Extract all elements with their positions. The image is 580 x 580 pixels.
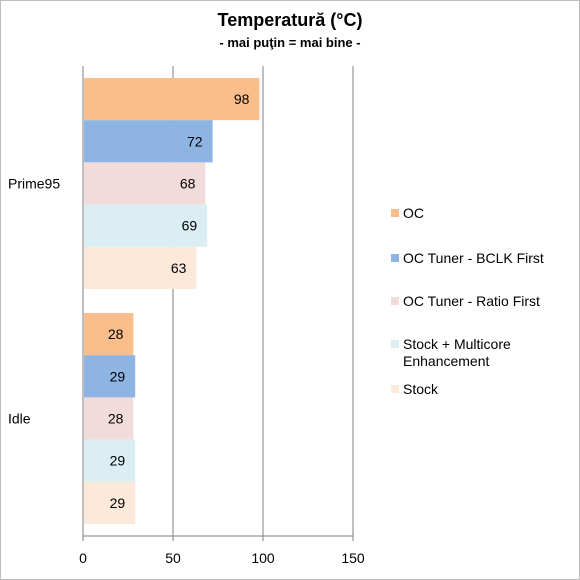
- data-label-prime95-3: 69: [182, 218, 198, 234]
- x-tick-label-2: 100: [251, 550, 275, 566]
- legend-label-2: OC Tuner - Ratio First: [403, 293, 540, 309]
- category-label-idle: Idle: [8, 411, 31, 427]
- legend: OC OC Tuner - BCLK First OC Tuner - Ratio …: [391, 205, 544, 397]
- data-label-idle-3: 29: [110, 453, 126, 469]
- legend-swatch-2: [391, 297, 399, 305]
- x-tick-label-3: 150: [341, 550, 365, 566]
- data-label-prime95-2: 68: [180, 176, 196, 192]
- legend-swatch-0: [391, 209, 399, 217]
- legend-swatch-1: [391, 254, 399, 262]
- data-label-prime95-4: 63: [171, 260, 187, 276]
- data-label-prime95-1: 72: [187, 133, 203, 149]
- legend-label-0: OC: [403, 205, 424, 221]
- data-label-prime95-0: 98: [234, 91, 250, 107]
- chart-subtitle: - mai puţin = mai bine -: [219, 35, 361, 50]
- bar-idle-0: [84, 313, 134, 356]
- bar-prime95-4: [84, 246, 197, 289]
- data-label-idle-1: 29: [110, 368, 126, 384]
- legend-label-3: Stock + Multicore Enhancement: [403, 336, 511, 369]
- bar-prime95-3: [84, 204, 208, 247]
- bar-idle-1: [84, 355, 136, 398]
- legend-swatch-3: [391, 340, 399, 348]
- data-label-idle-4: 29: [110, 495, 126, 511]
- x-tick-label-1: 50: [165, 550, 181, 566]
- bar-prime95-0: [84, 78, 260, 121]
- bar-idle-4: [84, 481, 136, 524]
- bar-idle-3: [84, 439, 136, 482]
- legend-swatch-4: [391, 385, 399, 393]
- category-label-prime95: Prime95: [8, 176, 60, 192]
- data-label-idle-2: 28: [108, 411, 124, 427]
- axes: 0 50 100 150 Prime95 Idle: [8, 66, 365, 566]
- data-label-idle-0: 28: [108, 326, 124, 342]
- bars: 98 72 68 69 63 28 29 28 29 29: [84, 78, 260, 524]
- chart-title: Temperatură (°C): [217, 10, 363, 30]
- bar-prime95-2: [84, 162, 206, 205]
- bar-idle-2: [84, 397, 134, 440]
- legend-label-4: Stock: [403, 381, 439, 397]
- legend-label-1: OC Tuner - BCLK First: [403, 250, 544, 266]
- x-tick-label-0: 0: [79, 550, 87, 566]
- bar-prime95-1: [84, 120, 213, 163]
